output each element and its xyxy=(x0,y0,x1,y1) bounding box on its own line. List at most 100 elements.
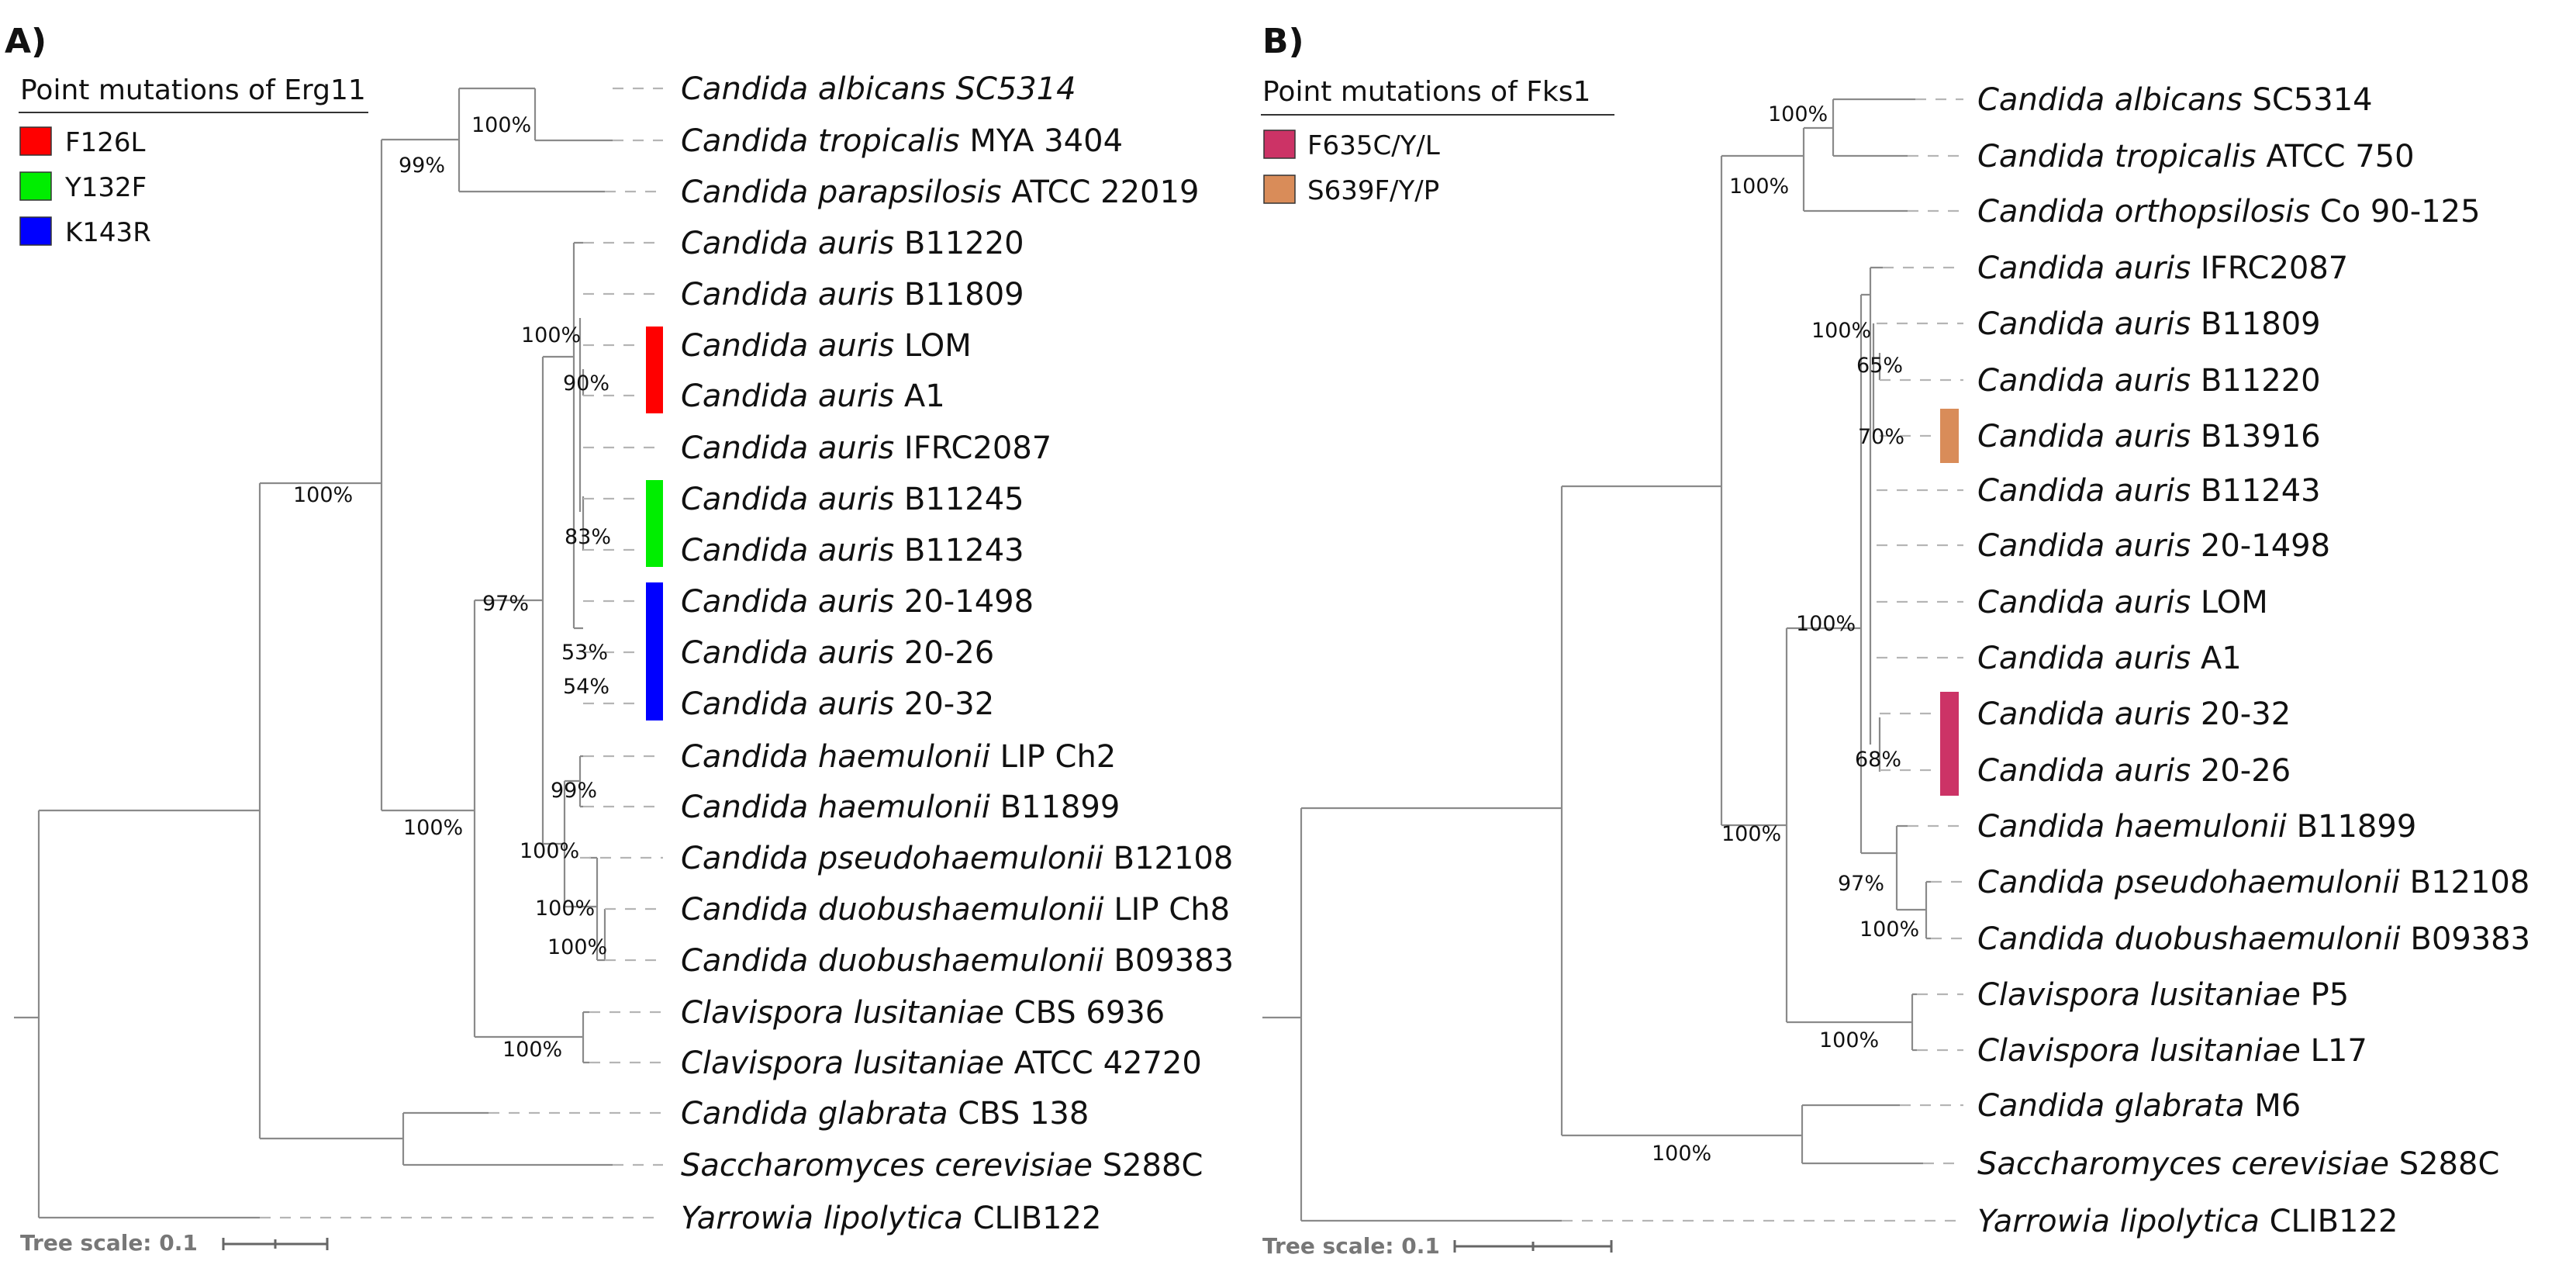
panel-b-legend: Point mutations of Fks1 F635C/Y/L S639F/… xyxy=(1261,76,1614,206)
support-value: 54% xyxy=(563,675,609,699)
tree-b-leaders xyxy=(1562,98,1963,1222)
tree-b-node-4 xyxy=(1785,627,1912,1024)
support-value: 100% xyxy=(547,935,607,959)
mutation-bar-a-y132f xyxy=(646,480,663,567)
legend-a-title: Point mutations of Erg11 xyxy=(20,74,366,106)
tree-b-branches xyxy=(1262,98,1931,1222)
legend-a-swatch-f126l xyxy=(19,126,52,156)
taxon-label: Candida auris B11809 xyxy=(681,277,1024,313)
taxon-label: Candida auris 20-1498 xyxy=(681,584,1034,620)
legend-b-swatch-s639 xyxy=(1263,175,1296,204)
tree-b-node-5 xyxy=(1859,293,1897,855)
taxon-label: Candida auris 20-26 xyxy=(681,635,994,671)
support-value: 100% xyxy=(1859,917,1919,942)
taxon-label: Candida auris 20-26 xyxy=(1977,753,2291,789)
tree-b-node-glabrata-cerevisiae xyxy=(1801,1104,1923,1165)
taxon-label: Candida duobushaemulonii B09383 xyxy=(681,943,1234,979)
scale-bar-b: Tree scale: 0.1 xyxy=(1262,1233,1613,1259)
taxon-label: Candida albicans SC5314 xyxy=(1977,82,2373,118)
scale-bar-a: Tree scale: 0.1 xyxy=(20,1230,329,1256)
support-value: 83% xyxy=(565,525,611,549)
support-value: 65% xyxy=(1856,354,1903,378)
scale-label-a: Tree scale: 0.1 xyxy=(20,1230,198,1256)
panel-b-label: B) xyxy=(1262,22,1304,61)
support-value: 100% xyxy=(1796,612,1856,636)
taxon-label: Candida auris LOM xyxy=(1977,585,2268,620)
legend-a-swatch-y132f xyxy=(19,171,52,201)
taxon-label: Clavispora lusitaniae CBS 6936 xyxy=(681,995,1165,1031)
mutation-bar-a-k143r xyxy=(646,582,663,720)
legend-a-label-k143r: K143R xyxy=(65,217,151,248)
support-value: 68% xyxy=(1855,748,1901,772)
tree-a-node-clavispora xyxy=(582,1011,589,1064)
taxon-label: Clavispora lusitaniae L17 xyxy=(1977,1033,2367,1069)
support-value: 99% xyxy=(551,779,597,803)
taxon-label: Candida duobushaemulonii LIP Ch8 xyxy=(681,892,1230,928)
supports-a: 100% 99% 100% 90% 83% 53% 54% 100% 97% 9… xyxy=(293,113,611,1062)
taxon-label: Yarrowia lipolytica CLIB122 xyxy=(681,1201,1101,1236)
taxon-label: Candida auris 20-32 xyxy=(681,686,994,722)
taxon-label: Candida auris B11220 xyxy=(681,226,1024,261)
mutation-bar-b-f635 xyxy=(1940,692,1959,796)
taxon-label: Clavispora lusitaniae ATCC 42720 xyxy=(681,1045,1202,1081)
legend-b-label-s639: S639F/Y/P xyxy=(1307,175,1439,206)
legend-a-label-y132f: Y132F xyxy=(64,172,147,203)
taxon-label: Candida haemulonii B11899 xyxy=(1977,809,2416,845)
support-value: 100% xyxy=(1768,102,1828,126)
tree-a-branches xyxy=(14,87,613,1219)
taxon-label: Candida pseudohaemulonii B12108 xyxy=(1977,865,2529,900)
mutation-bar-a-f126l xyxy=(646,327,663,413)
support-value: 100% xyxy=(293,483,353,507)
taxon-label: Candida glabrata CBS 138 xyxy=(681,1096,1089,1132)
tree-a-node-glabrata-cerevisiae xyxy=(402,1111,613,1166)
taxon-label: Saccharomyces cerevisiae S288C xyxy=(1977,1146,2499,1182)
taxon-label: Candida auris A1 xyxy=(1977,641,2242,676)
taxon-label: Candida auris B11220 xyxy=(1977,363,2321,399)
tree-a-node-2 xyxy=(380,138,475,812)
support-value: 100% xyxy=(520,839,579,863)
scale-label-b: Tree scale: 0.1 xyxy=(1262,1233,1440,1259)
tree-b-node-clavispora xyxy=(1911,993,1917,1052)
taxon-label: Candida auris B11245 xyxy=(681,482,1024,517)
support-value: 97% xyxy=(1838,872,1884,896)
tree-b-node-1 xyxy=(1560,485,1802,1137)
support-value: 99% xyxy=(399,154,445,178)
support-value: 97% xyxy=(482,592,529,616)
taxon-label: Candida auris B11243 xyxy=(1977,473,2321,509)
tree-b-node-3 xyxy=(1802,126,1908,213)
taxon-label: Candida auris B11809 xyxy=(1977,306,2321,342)
legend-b-swatch-f635 xyxy=(1263,130,1296,159)
mutation-bar-b-s639 xyxy=(1940,409,1959,463)
tree-a-node-root xyxy=(37,809,260,1219)
taxon-label: Candida auris B11243 xyxy=(681,533,1024,568)
tree-a-node-auris xyxy=(572,241,583,630)
tree-b-node-root xyxy=(1300,807,1562,1222)
panel-a-label: A) xyxy=(5,22,47,61)
tree-b-node-6 xyxy=(1895,824,1926,911)
tree-b-node-2 xyxy=(1720,154,1804,827)
taxon-label: Saccharomyces cerevisiae S288C xyxy=(681,1148,1203,1184)
panel-a: A) Point mutations of Erg11 F126L Y132F … xyxy=(5,22,1234,1256)
tree-a-leaders xyxy=(260,87,663,1219)
tree-a-node-5 xyxy=(541,355,574,845)
tree-a-node-1 xyxy=(258,482,403,1140)
legend-b-label-f635: F635C/Y/L xyxy=(1307,130,1440,161)
panel-a-legend: Point mutations of Erg11 F126L Y132F K14… xyxy=(19,74,368,248)
support-value: 90% xyxy=(563,371,609,396)
taxon-label: Candida haemulonii LIP Ch2 xyxy=(681,739,1116,775)
taxon-label: Candida duobushaemulonii B09383 xyxy=(1977,921,2530,957)
taxon-label: Candida albicans SC5314 xyxy=(681,71,1076,107)
support-value: 100% xyxy=(521,323,581,347)
panel-b: B) Point mutations of Fks1 F635C/Y/L S63… xyxy=(1261,22,2530,1259)
tree-a-node-3 xyxy=(458,87,605,193)
legend-b-title: Point mutations of Fks1 xyxy=(1262,76,1590,108)
taxon-label: Candida auris 20-1498 xyxy=(1977,528,2330,564)
taxon-label: Candida auris IFRC2087 xyxy=(681,430,1051,466)
taxon-label: Candida auris B13916 xyxy=(1977,419,2321,454)
taxon-label: Candida tropicalis ATCC 750 xyxy=(1977,139,2415,175)
support-value: 100% xyxy=(1729,175,1789,199)
support-value: 53% xyxy=(561,641,608,665)
taxon-label: Candida auris IFRC2087 xyxy=(1977,251,2348,286)
support-value: 70% xyxy=(1858,425,1904,449)
